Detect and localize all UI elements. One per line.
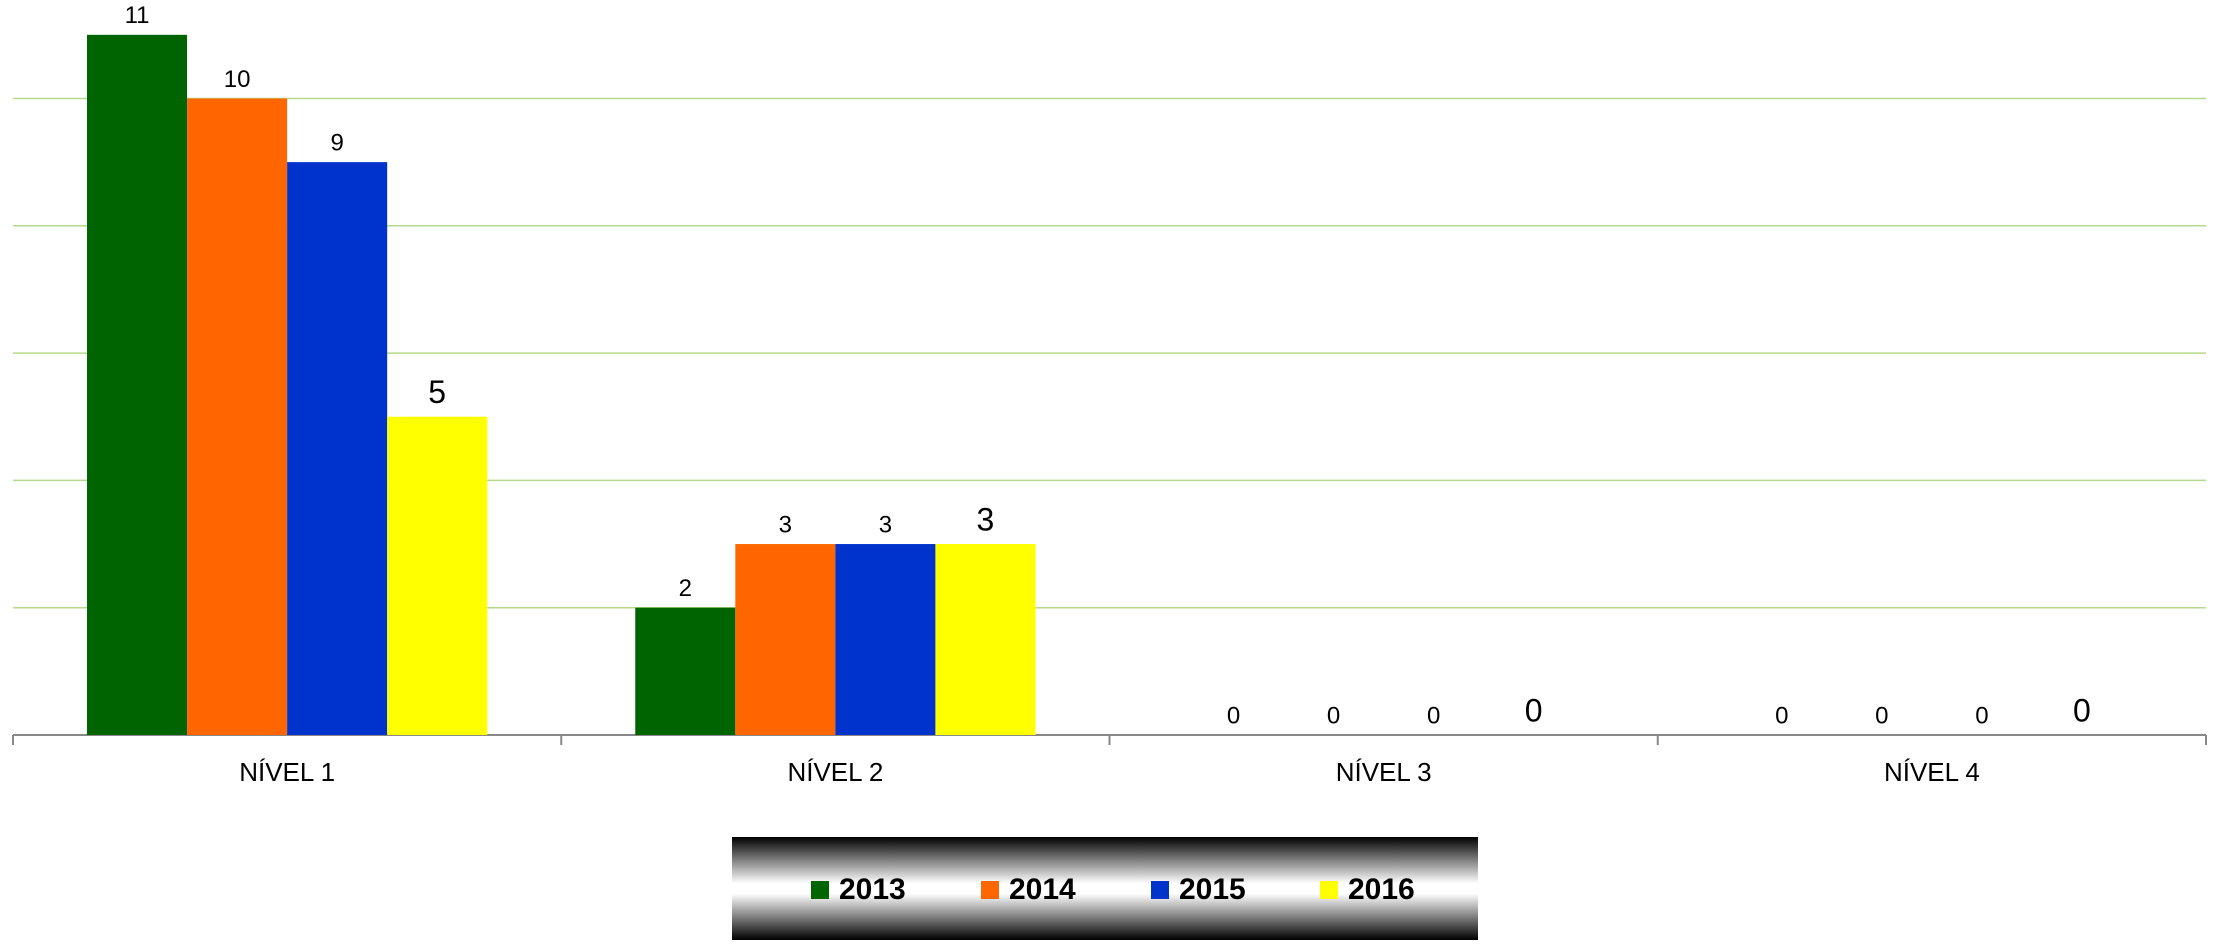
legend-label: 2015 xyxy=(1179,873,1246,906)
data-label: 3 xyxy=(779,511,792,538)
data-label: 0 xyxy=(1525,692,1543,728)
bar xyxy=(735,544,836,735)
bar xyxy=(387,416,488,735)
x-tick-label: NÍVEL 3 xyxy=(1336,757,1432,787)
data-label: 2 xyxy=(679,575,692,602)
x-tick-label: NÍVEL 4 xyxy=(1884,757,1980,787)
data-label: 11 xyxy=(125,2,150,29)
data-label: 0 xyxy=(1775,702,1788,729)
data-label: 10 xyxy=(224,66,251,93)
legend-label: 2013 xyxy=(839,873,906,906)
data-label: 0 xyxy=(2073,692,2091,728)
x-tick-label: NÍVEL 1 xyxy=(239,757,335,787)
legend-label: 2016 xyxy=(1348,873,1415,906)
data-label: 5 xyxy=(428,374,446,410)
bar xyxy=(287,162,388,735)
legend-swatch xyxy=(1151,881,1169,899)
data-label: 0 xyxy=(1427,702,1440,729)
data-label: 0 xyxy=(1875,702,1888,729)
data-label: 3 xyxy=(977,501,995,537)
legend-box xyxy=(732,837,1478,940)
legend-swatch xyxy=(981,881,999,899)
legend-label: 2014 xyxy=(1009,873,1076,906)
legend-swatch xyxy=(1320,881,1338,899)
bar xyxy=(635,607,736,735)
data-label: 0 xyxy=(1327,702,1340,729)
bar xyxy=(935,544,1036,735)
data-label: 0 xyxy=(1227,702,1240,729)
data-label: 9 xyxy=(330,129,343,156)
bar xyxy=(835,544,936,735)
x-tick-label: NÍVEL 2 xyxy=(787,757,883,787)
data-label: 0 xyxy=(1975,702,1988,729)
bar xyxy=(187,98,288,735)
legend-swatch xyxy=(811,881,829,899)
bar xyxy=(87,34,188,735)
data-label: 3 xyxy=(879,511,892,538)
